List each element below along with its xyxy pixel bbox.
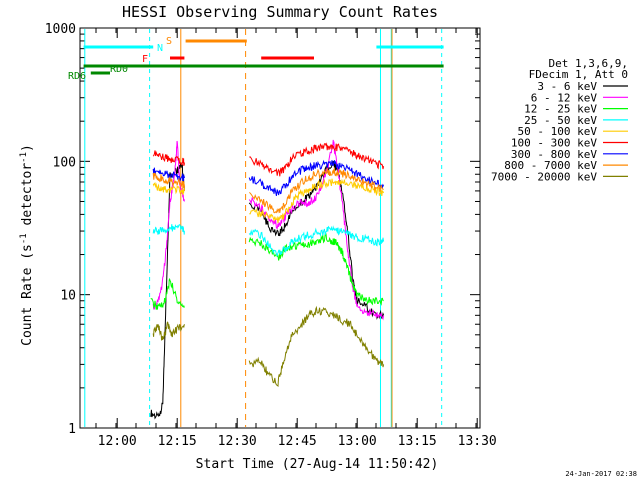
y-tick-label: 1	[68, 422, 76, 437]
series-line	[248, 139, 385, 321]
ylabel-sup2: -1	[19, 152, 29, 163]
x-axis: 12:00 12:15 12:30 12:45 13:00 13:15 13:30	[95, 28, 497, 449]
y-tick-label: 1000	[45, 22, 76, 37]
x-tick-label: 12:00	[98, 434, 137, 449]
legend-label: 800 - 7000 keV	[504, 159, 597, 172]
series-line	[152, 321, 185, 341]
series-line	[249, 178, 385, 224]
flag-label: RD6	[68, 71, 86, 82]
legend-label: 300 - 800 keV	[511, 148, 597, 161]
series-line	[248, 233, 384, 306]
x-tick-label: 12:30	[218, 434, 257, 449]
legend-label: 12 - 25 keV	[524, 103, 597, 116]
series-line	[152, 167, 185, 182]
x-tick-label: 13:15	[398, 434, 437, 449]
series-line	[248, 305, 385, 387]
series-line	[248, 159, 385, 196]
chart-title: HESSI Observing Summary Count Rates	[122, 3, 438, 21]
y-axis-label: Count Rate (s-1 detector-1)	[19, 144, 35, 346]
flag-label: N	[157, 43, 163, 54]
ylabel-main: Count Rate (s	[20, 244, 35, 346]
legend-label: 50 - 100 keV	[518, 125, 598, 138]
flag-label: RD0	[110, 64, 128, 75]
y-axis: 1 10 100 1000	[45, 22, 480, 437]
series-line	[152, 224, 185, 235]
series-line	[248, 225, 385, 257]
footer-date: 24-Jan-2017 02:38	[565, 470, 637, 478]
x-tick-label: 12:15	[158, 434, 197, 449]
x-tick-label: 13:00	[338, 434, 377, 449]
flag-bars: SNF RD0 RD6	[68, 36, 444, 82]
series-line	[249, 142, 385, 177]
legend-label: 7000 - 20000 keV	[491, 170, 597, 183]
y-tick-label: 100	[53, 155, 76, 170]
ylabel-sup1: -1	[19, 233, 29, 244]
legend-header-2: FDecim 1, Att 0	[529, 68, 628, 81]
legend-label: 100 - 300 keV	[511, 137, 597, 150]
series-line	[248, 166, 384, 214]
series-line	[152, 150, 185, 166]
legend-label: 25 - 50 keV	[524, 114, 597, 127]
x-tick-label: 12:45	[278, 434, 317, 449]
legend-label: 3 - 6 keV	[537, 80, 597, 93]
series-line	[152, 172, 185, 190]
attenuator-markers	[84, 29, 443, 427]
series-line	[152, 182, 185, 195]
ylabel-end: )	[20, 144, 35, 152]
series-layer	[150, 139, 385, 420]
flag-label: S	[166, 36, 172, 47]
x-axis-label: Start Time (27-Aug-14 11:50:42)	[196, 457, 439, 472]
flag-label: F	[142, 54, 148, 65]
svg-text:Count Rate (s-1 detector-1): Count Rate (s-1 detector-1)	[19, 144, 35, 346]
plot-frame	[79, 27, 481, 429]
legend-label: 6 - 12 keV	[531, 91, 598, 104]
legend-header-1: Det 1,3,6,9,	[549, 57, 628, 70]
series-line	[150, 277, 185, 310]
y-tick-label: 10	[60, 289, 76, 304]
x-tick-label: 13:30	[458, 434, 497, 449]
series-line	[150, 162, 185, 420]
ylabel-mid: detector	[20, 163, 35, 234]
